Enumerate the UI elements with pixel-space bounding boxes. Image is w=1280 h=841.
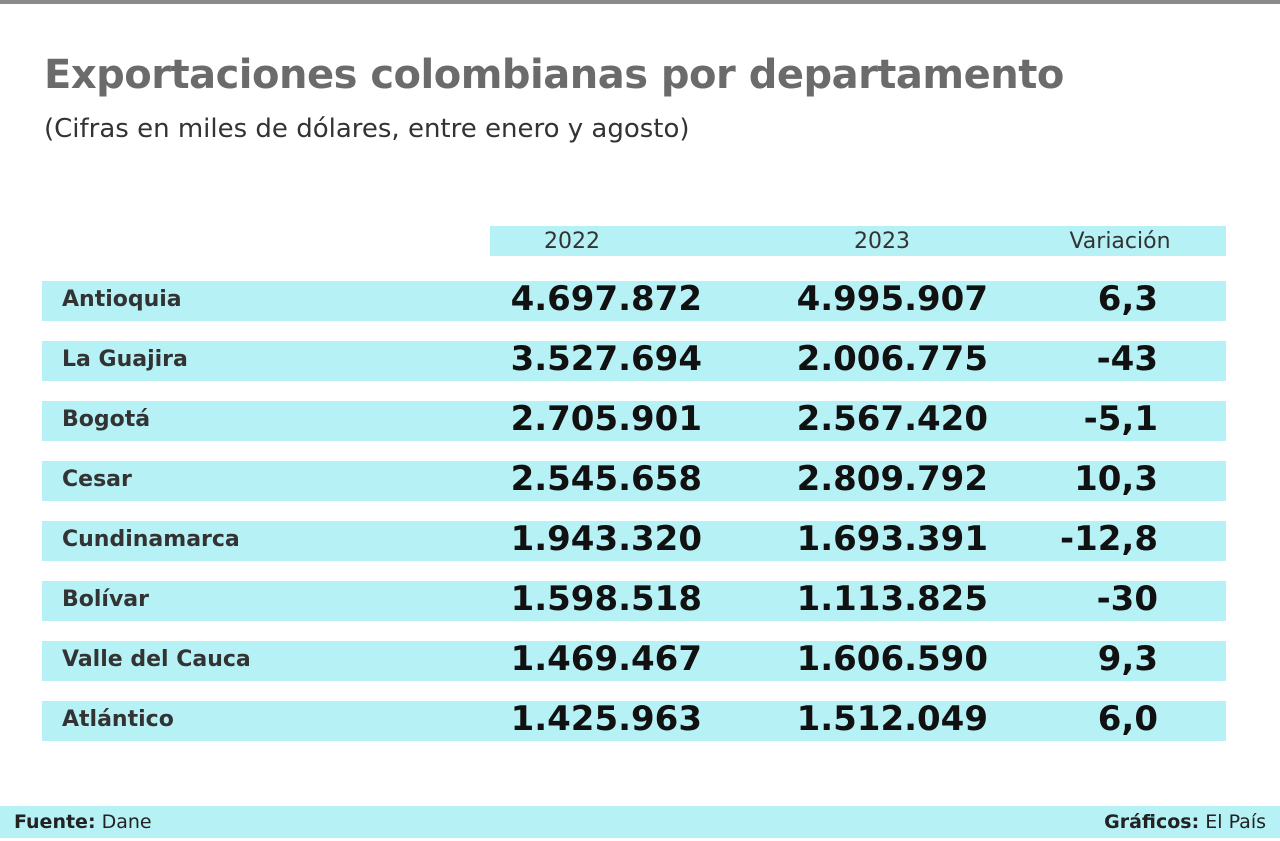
row-band	[42, 461, 1226, 501]
row-band	[42, 281, 1226, 321]
row-band	[42, 701, 1226, 741]
cell-value: 1.113.825	[796, 579, 988, 619]
cell-value: 1.943.320	[510, 519, 702, 559]
row-band	[42, 641, 1226, 681]
row-label: Valle del Cauca	[62, 647, 251, 672]
top-rule	[0, 0, 1280, 4]
row-label: Bolívar	[62, 587, 150, 612]
row-label: La Guajira	[62, 347, 188, 372]
row-band	[42, 401, 1226, 441]
row-label: Atlántico	[62, 707, 174, 732]
cell-value: 1.469.467	[510, 639, 702, 679]
credits: Gráficos: El País	[1104, 811, 1266, 833]
source-label: Fuente:	[14, 811, 96, 833]
subtitle: (Cifras en miles de dólares, entre enero…	[44, 114, 690, 144]
cell-value: 4.995.907	[796, 279, 988, 319]
cell-value: 1.693.391	[796, 519, 988, 559]
row-band	[42, 341, 1226, 381]
source-value: Dane	[101, 811, 152, 833]
cell-value: 1.512.049	[796, 699, 988, 739]
row-label: Bogotá	[62, 407, 151, 432]
cell-value: 2.567.420	[796, 399, 988, 439]
cell-value: 1.606.590	[796, 639, 988, 679]
column-header: 2023	[854, 229, 910, 254]
credits-value: El País	[1205, 811, 1266, 833]
title: Exportaciones colombianas por departamen…	[44, 52, 1064, 98]
row-label: Cesar	[62, 467, 132, 492]
cell-value: 6,3	[1097, 279, 1158, 319]
cell-value: 2.705.901	[510, 399, 702, 439]
row-band	[42, 581, 1226, 621]
cell-value: -12,8	[1060, 519, 1158, 559]
row-band	[42, 521, 1226, 561]
source: Fuente: Dane	[14, 811, 152, 833]
cell-value: 9,3	[1097, 639, 1158, 679]
cell-value: 2.545.658	[510, 459, 702, 499]
cell-value: 2.006.775	[796, 339, 988, 379]
cell-value: 10,3	[1074, 459, 1158, 499]
cell-value: 2.809.792	[796, 459, 988, 499]
footer-band	[0, 806, 1280, 838]
cell-value: -30	[1096, 579, 1158, 619]
column-header: Variación	[1069, 229, 1171, 254]
cell-value: 1.425.963	[510, 699, 702, 739]
credits-label: Gráficos:	[1104, 811, 1200, 833]
column-header: 2022	[544, 229, 600, 254]
row-label: Cundinamarca	[62, 527, 240, 552]
cell-value: 1.598.518	[510, 579, 702, 619]
cell-value: 6,0	[1097, 699, 1158, 739]
row-label: Antioquia	[62, 287, 182, 312]
cell-value: -5,1	[1083, 399, 1158, 439]
header-band	[490, 226, 1226, 256]
cell-value: -43	[1096, 339, 1158, 379]
cell-value: 4.697.872	[510, 279, 702, 319]
cell-value: 3.527.694	[510, 339, 702, 379]
